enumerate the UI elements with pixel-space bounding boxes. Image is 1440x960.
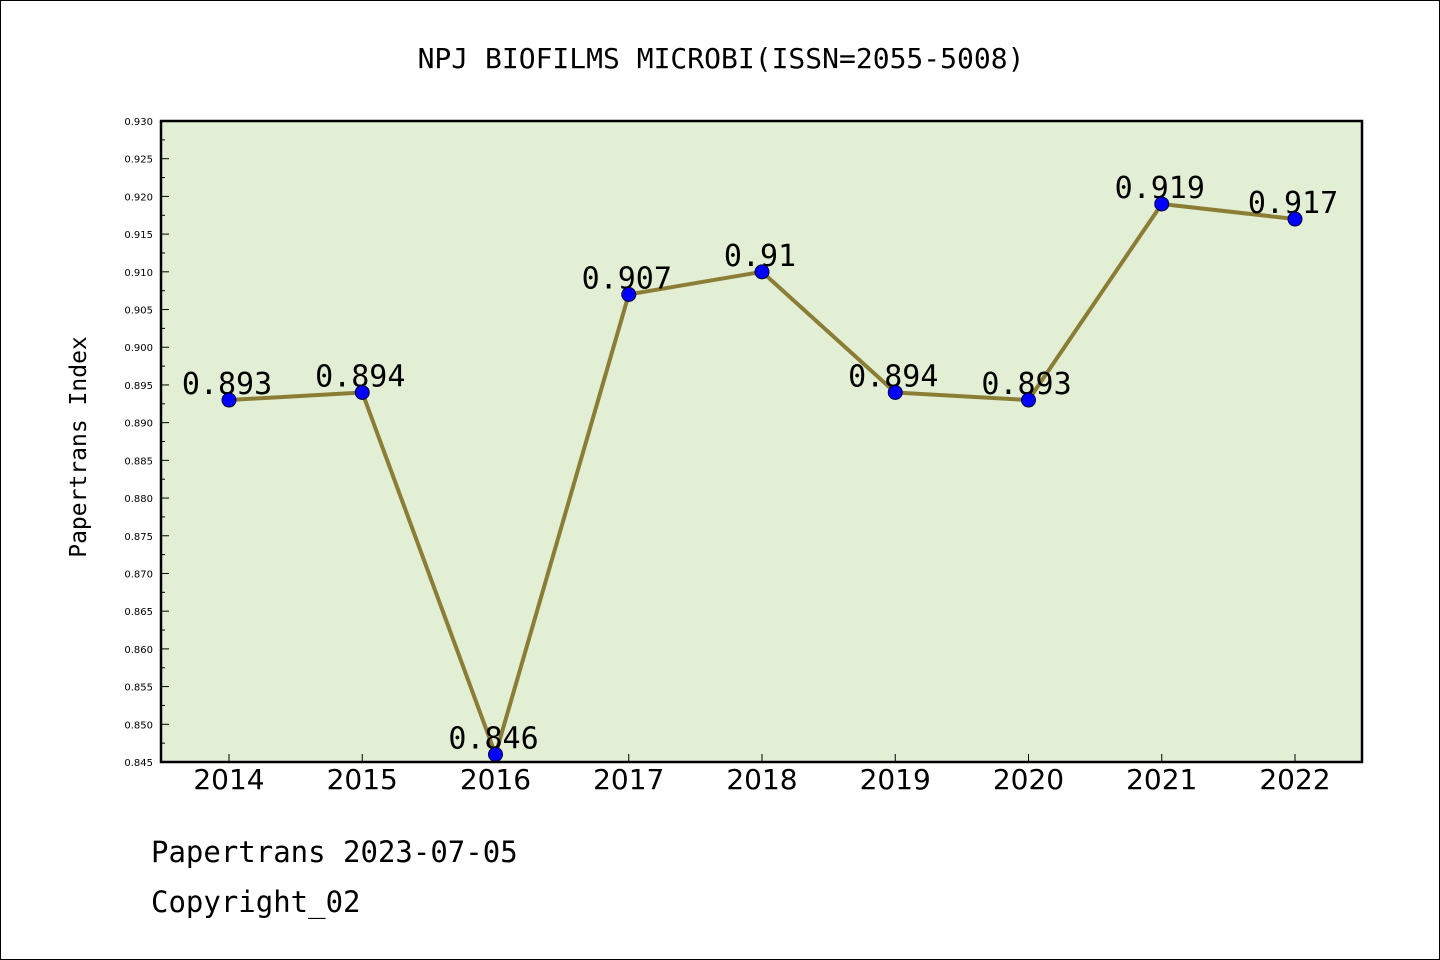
data-point: [621, 286, 637, 302]
y-tick-label: 0.910: [124, 268, 153, 279]
footer-date: Papertrans 2023-07-05: [151, 835, 518, 869]
data-point: [488, 746, 503, 762]
x-tick-label: 2022: [1259, 763, 1330, 796]
y-tick-label: 0.905: [124, 306, 153, 317]
data-point: [221, 392, 237, 408]
y-tick-label: 0.925: [124, 155, 153, 166]
x-tick-label: 2016: [460, 763, 531, 796]
data-point: [1021, 392, 1036, 408]
x-tick-label: 2017: [593, 763, 664, 796]
y-tick-label: 0.920: [124, 192, 153, 203]
y-tick-label: 0.855: [124, 683, 153, 694]
y-tick-label: 0.865: [124, 607, 153, 618]
y-tick-label: 0.915: [124, 230, 153, 241]
data-point: [754, 264, 770, 280]
y-tick-label: 0.900: [124, 343, 153, 354]
data-point: [1154, 196, 1170, 212]
x-tick-label: 2019: [860, 763, 931, 796]
y-tick-label: 0.860: [124, 645, 153, 656]
x-tick-label: 2014: [193, 763, 264, 796]
plot-area: [161, 121, 1362, 762]
x-tick-label: 2018: [726, 763, 797, 796]
y-axis-label: Papertrans Index: [66, 336, 92, 558]
y-tick-label: 0.895: [124, 381, 153, 392]
footer-copyright: Copyright_02: [151, 885, 361, 919]
y-tick-label: 0.880: [124, 494, 153, 505]
x-tick-label: 2020: [993, 763, 1064, 796]
y-tick-label: 0.870: [124, 569, 153, 580]
y-tick-label: 0.850: [124, 720, 153, 731]
y-tick-label: 0.845: [124, 758, 153, 769]
y-tick-label: 0.930: [124, 117, 153, 128]
plot-frame: [159, 119, 1364, 764]
y-tick-label: 0.885: [124, 456, 153, 467]
y-tick-label: 0.875: [124, 532, 153, 543]
y-tick-label: 0.890: [124, 419, 153, 430]
data-point: [354, 384, 370, 400]
x-tick-label: 2015: [327, 763, 398, 796]
data-point: [887, 384, 903, 400]
x-tick-label: 2021: [1126, 763, 1197, 796]
chart-title: NPJ BIOFILMS MICROBI(ISSN=2055-5008): [418, 42, 1025, 75]
data-point: [1287, 211, 1303, 227]
